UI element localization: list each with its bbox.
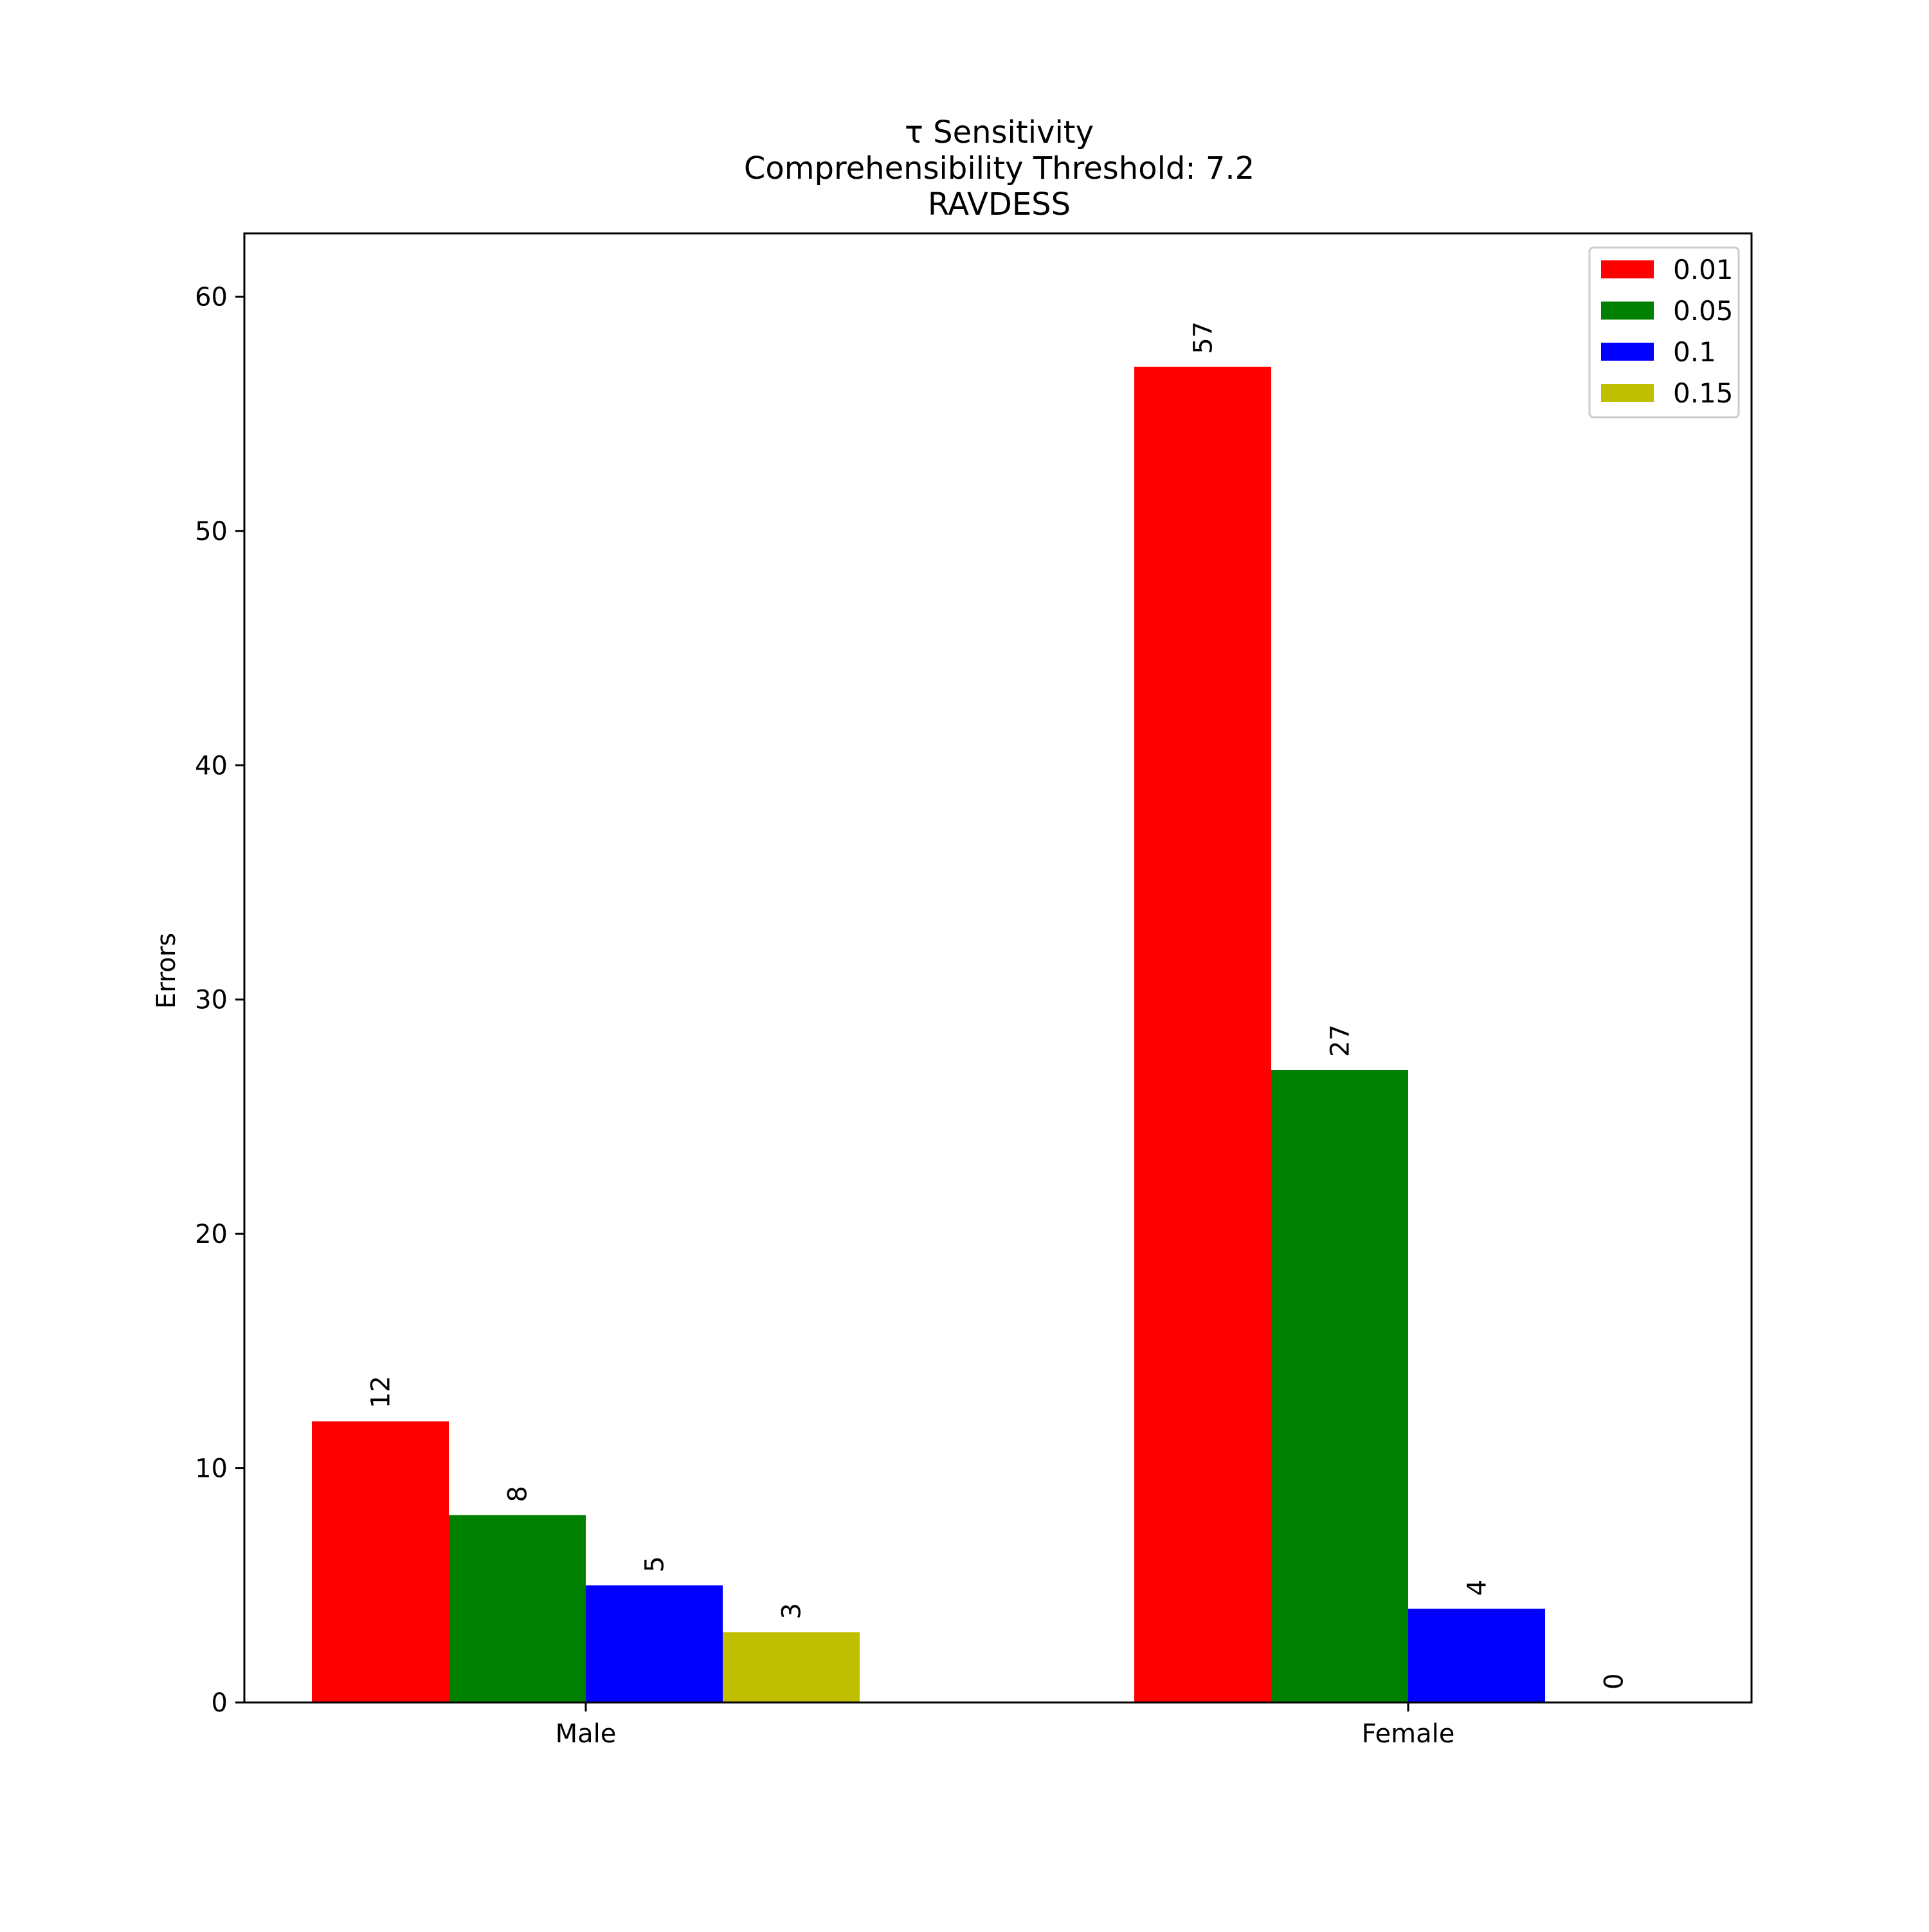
x-tick-label: Male xyxy=(556,1719,617,1749)
y-axis: 0 10 20 30 40 50 60 xyxy=(195,282,244,1718)
legend-label: 0.01 xyxy=(1673,254,1734,285)
legend-swatch xyxy=(1601,260,1654,278)
legend-swatch xyxy=(1601,384,1654,402)
legend-box xyxy=(1588,246,1740,419)
bar xyxy=(723,1632,860,1702)
chart-title-line: RAVDESS xyxy=(928,186,1071,222)
bar xyxy=(1134,366,1271,1702)
bar-value-label: 8 xyxy=(503,1486,533,1502)
bar-value-label: 12 xyxy=(367,1376,396,1409)
chart-title-line: Comprehensibility Threshold: 7.2 xyxy=(744,150,1254,186)
y-tick-label: 20 xyxy=(195,1220,228,1249)
bar xyxy=(312,1421,449,1702)
bar-value-label: 27 xyxy=(1326,1024,1355,1057)
legend: 0.01 0.05 0.1 0.15 xyxy=(1588,246,1740,419)
legend-label: 0.15 xyxy=(1673,377,1734,409)
bar-value-label: 57 xyxy=(1189,321,1218,354)
y-tick-label: 60 xyxy=(195,282,228,312)
plot-frame xyxy=(243,232,1753,1704)
y-tick-label: 10 xyxy=(195,1454,228,1484)
chart-title: τ Sensitivity Comprehensibility Threshol… xyxy=(744,114,1254,222)
x-axis: Male Female xyxy=(556,1702,1455,1749)
y-tick-label: 30 xyxy=(195,986,228,1015)
legend-swatch xyxy=(1601,302,1654,320)
bars-layer xyxy=(312,366,1545,1702)
legend-swatch xyxy=(1601,343,1654,361)
bar xyxy=(1271,1070,1408,1702)
bar xyxy=(449,1515,586,1702)
bar-value-labels: 12 8 5 3 57 27 4 0 xyxy=(367,321,1629,1690)
x-tick-label: Female xyxy=(1362,1719,1455,1749)
y-axis-label: Errors xyxy=(152,933,181,1009)
y-tick-label: 0 xyxy=(212,1688,228,1718)
chart-title-line: τ Sensitivity xyxy=(905,114,1094,150)
legend-label: 0.05 xyxy=(1673,295,1734,327)
bar-value-label: 0 xyxy=(1600,1674,1629,1690)
bar-value-label: 5 xyxy=(640,1556,670,1572)
bar xyxy=(1408,1609,1545,1702)
bar xyxy=(586,1585,723,1702)
legend-label: 0.1 xyxy=(1673,336,1716,368)
y-tick-label: 50 xyxy=(195,517,228,546)
bar-value-label: 4 xyxy=(1463,1580,1492,1596)
bar-value-label: 3 xyxy=(777,1603,807,1619)
y-tick-label: 40 xyxy=(195,751,228,781)
